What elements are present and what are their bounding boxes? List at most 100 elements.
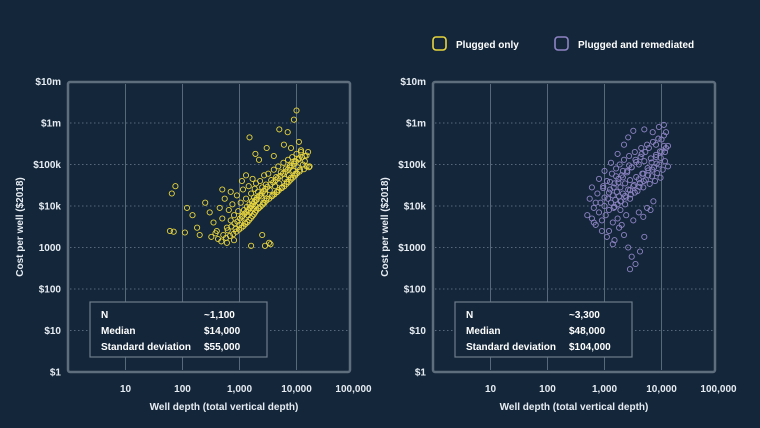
- scatter-point: [263, 144, 270, 152]
- y-tick-label: $10: [44, 326, 61, 337]
- scatter-point: [601, 167, 608, 174]
- scatter-point: [606, 178, 614, 185]
- scatter-point: [225, 206, 232, 214]
- scatter-point: [620, 156, 628, 163]
- scatter-point: [622, 192, 629, 199]
- scatter-point: [219, 186, 226, 193]
- scatter-points-left: [166, 107, 313, 249]
- scatter-point: [640, 213, 647, 220]
- scatter-point: [253, 207, 260, 214]
- scatter-point: [223, 239, 230, 246]
- scatter-point: [660, 142, 667, 149]
- scatter-point: [645, 144, 652, 152]
- stat-value-median-right: $48,000: [569, 326, 606, 337]
- scatter-point: [202, 199, 209, 206]
- scatter-point: [248, 190, 255, 197]
- y-tick-labels-left: $1 $10 $100 1000 $10k $100k $1m $10m: [33, 77, 61, 379]
- scatter-point: [259, 231, 266, 239]
- scatter-point: [619, 167, 626, 174]
- scatter-point: [628, 253, 635, 260]
- y-axis-title-right: Cost per well ($2018): [380, 177, 391, 276]
- stat-label-sd-left: Standard deviation: [101, 342, 191, 353]
- scatter-point: [588, 184, 595, 191]
- scatter-point: [189, 212, 196, 219]
- scatter-point: [246, 216, 253, 224]
- scatter-point: [255, 156, 263, 163]
- scatter-point: [628, 164, 635, 171]
- scatter-point: [181, 229, 188, 236]
- scatter-point: [614, 215, 621, 222]
- y-tick-label: $10: [409, 326, 426, 337]
- scatter-point: [607, 159, 615, 166]
- scatter-point: [615, 179, 622, 186]
- stat-value-n-right: ~3,300: [569, 310, 600, 321]
- scatter-point: [287, 176, 294, 183]
- scatter-point: [626, 187, 634, 194]
- scatter-point: [617, 184, 624, 191]
- scatter-point: [650, 198, 657, 205]
- stat-label-sd-right: Standard deviation: [466, 342, 556, 353]
- scatter-point: [600, 183, 607, 190]
- x-tick-label: 10,000: [281, 384, 312, 395]
- scatter-point: [626, 195, 634, 202]
- y-tick-labels-right: $1 $10 $100 $1000 $10k $100k $1m $10m: [398, 77, 426, 379]
- stat-label-n-right: N: [466, 310, 473, 321]
- scatter-point: [275, 163, 282, 170]
- scatter-point: [229, 201, 236, 208]
- scatter-point: [640, 184, 647, 191]
- scatter-point: [626, 177, 634, 184]
- scatter-point: [630, 183, 637, 190]
- scatter-point: [594, 190, 601, 197]
- scatter-point: [267, 241, 274, 248]
- scatter-point: [290, 116, 297, 123]
- scatter-point: [635, 209, 642, 216]
- scatter-point: [218, 238, 225, 245]
- scatter-point: [586, 195, 593, 202]
- scatter-point: [227, 188, 234, 195]
- y-tick-label: $100k: [398, 160, 426, 171]
- legend-swatch-plugged-remediated: [554, 36, 569, 51]
- scatter-point: [300, 166, 307, 173]
- scatter-point: [636, 183, 643, 190]
- panel-left: $1 $10 $100 1000 $10k $100k $1m $10m 10 100 1,000…: [15, 77, 372, 413]
- scatter-point: [659, 166, 666, 173]
- scatter-point: [635, 176, 642, 183]
- plot-frame-right: [431, 80, 717, 374]
- scatter-point: [631, 181, 638, 189]
- stat-label-n-left: N: [101, 310, 108, 321]
- scatter-point: [293, 107, 300, 114]
- scatter-point: [601, 194, 608, 201]
- scatter-point: [305, 148, 312, 156]
- scatter-point: [664, 142, 672, 149]
- legend-label-plugged-remediated: Plugged and remediated: [578, 40, 694, 51]
- scatter-point: [261, 172, 268, 179]
- panel-right: $1 $10 $100 $1000 $10k $100k $1m $10m 10 100 1,00…: [380, 77, 737, 413]
- stats-box-right: N ~3,300 Median $48,000 Standard deviati…: [454, 301, 633, 358]
- scatter-point: [611, 203, 618, 210]
- scatter-point: [641, 233, 648, 240]
- scatter-point: [246, 134, 253, 141]
- stat-value-n-left: ~1,100: [204, 310, 235, 321]
- scatter-point: [598, 217, 605, 224]
- scatter-point: [662, 129, 670, 136]
- scatter-point: [623, 212, 630, 219]
- scatter-point: [603, 233, 610, 240]
- scatter-point: [183, 204, 191, 211]
- y-tick-label: $100k: [33, 160, 61, 171]
- scatter-point: [245, 183, 252, 190]
- scatter-point: [242, 195, 250, 202]
- scatter-point: [625, 244, 632, 251]
- scatter-point: [230, 237, 238, 244]
- scatter-point: [239, 212, 246, 219]
- y-tick-label: $100: [404, 285, 427, 296]
- scatter-point: [631, 189, 638, 196]
- x-axis-title-right: Well depth (total vertical depth): [500, 402, 649, 413]
- scatter-point: [633, 158, 640, 166]
- x-tick-label: 10: [485, 384, 497, 395]
- scatter-point: [630, 127, 637, 134]
- scatter-point: [620, 141, 628, 148]
- scatter-point: [237, 199, 244, 206]
- legend-label-plugged-only: Plugged only: [456, 40, 519, 51]
- x-tick-label: 10: [120, 384, 132, 395]
